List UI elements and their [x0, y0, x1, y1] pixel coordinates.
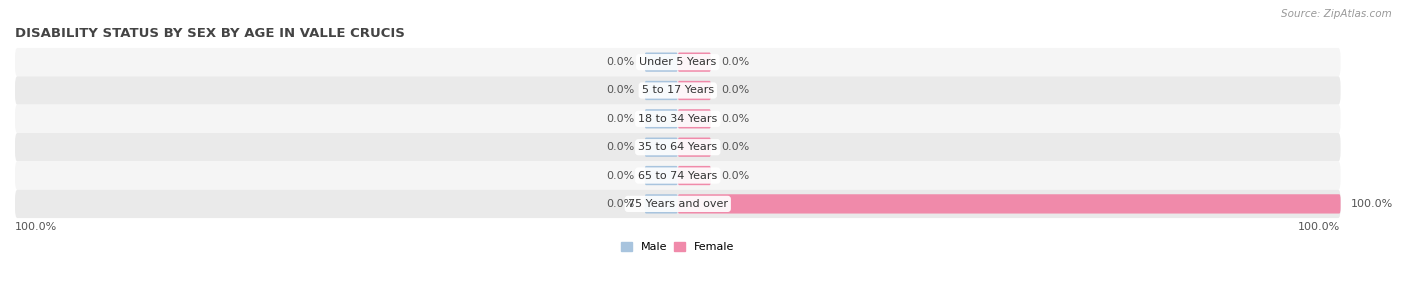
- Legend: Male, Female: Male, Female: [621, 242, 734, 252]
- Text: 0.0%: 0.0%: [606, 170, 634, 181]
- Text: Source: ZipAtlas.com: Source: ZipAtlas.com: [1281, 9, 1392, 19]
- Text: 0.0%: 0.0%: [721, 142, 749, 152]
- FancyBboxPatch shape: [678, 52, 711, 72]
- Text: 100.0%: 100.0%: [1298, 222, 1340, 232]
- Text: 65 to 74 Years: 65 to 74 Years: [638, 170, 717, 181]
- Text: 18 to 34 Years: 18 to 34 Years: [638, 114, 717, 124]
- FancyBboxPatch shape: [644, 194, 678, 213]
- Text: 0.0%: 0.0%: [721, 57, 749, 67]
- Text: DISABILITY STATUS BY SEX BY AGE IN VALLE CRUCIS: DISABILITY STATUS BY SEX BY AGE IN VALLE…: [15, 27, 405, 40]
- FancyBboxPatch shape: [678, 166, 711, 185]
- FancyBboxPatch shape: [678, 109, 711, 128]
- FancyBboxPatch shape: [644, 52, 678, 72]
- Text: 100.0%: 100.0%: [1351, 199, 1393, 209]
- FancyBboxPatch shape: [15, 161, 1340, 190]
- Text: 0.0%: 0.0%: [606, 85, 634, 95]
- Text: 0.0%: 0.0%: [606, 199, 634, 209]
- FancyBboxPatch shape: [15, 133, 1340, 161]
- Text: 0.0%: 0.0%: [721, 114, 749, 124]
- FancyBboxPatch shape: [678, 81, 711, 100]
- FancyBboxPatch shape: [644, 166, 678, 185]
- FancyBboxPatch shape: [15, 48, 1340, 76]
- Text: 0.0%: 0.0%: [721, 170, 749, 181]
- FancyBboxPatch shape: [15, 76, 1340, 105]
- Text: Under 5 Years: Under 5 Years: [640, 57, 717, 67]
- Text: 0.0%: 0.0%: [721, 85, 749, 95]
- FancyBboxPatch shape: [678, 194, 1340, 213]
- FancyBboxPatch shape: [644, 81, 678, 100]
- Text: 0.0%: 0.0%: [606, 57, 634, 67]
- FancyBboxPatch shape: [678, 138, 711, 157]
- FancyBboxPatch shape: [644, 109, 678, 128]
- Text: 75 Years and over: 75 Years and over: [628, 199, 728, 209]
- Text: 35 to 64 Years: 35 to 64 Years: [638, 142, 717, 152]
- Text: 100.0%: 100.0%: [15, 222, 58, 232]
- Text: 0.0%: 0.0%: [606, 114, 634, 124]
- FancyBboxPatch shape: [15, 105, 1340, 133]
- Text: 5 to 17 Years: 5 to 17 Years: [641, 85, 714, 95]
- FancyBboxPatch shape: [644, 138, 678, 157]
- Text: 0.0%: 0.0%: [606, 142, 634, 152]
- FancyBboxPatch shape: [15, 190, 1340, 218]
